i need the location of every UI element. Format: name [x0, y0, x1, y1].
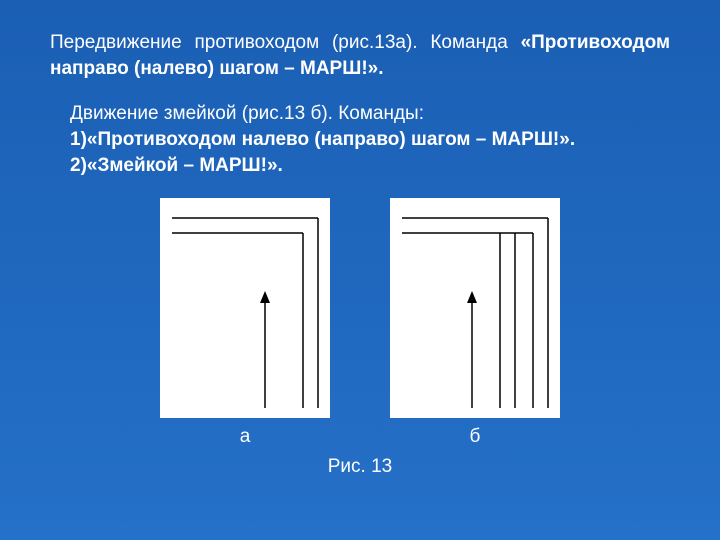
para2-line1: Движение змейкой (рис.13 б). Команды:: [70, 101, 670, 127]
figure-a-box: [160, 198, 330, 418]
figures-row: а б: [50, 198, 670, 448]
figure-b-column: б: [390, 198, 560, 448]
para2-line3: 2)«Змейкой – МАРШ!».: [70, 153, 670, 179]
figure-a-column: а: [160, 198, 330, 448]
figure-b-svg: [390, 198, 560, 418]
figure-a-label: а: [240, 426, 251, 448]
figure-b-box: [390, 198, 560, 418]
paragraph-2: Движение змейкой (рис.13 б). Команды: 1)…: [50, 101, 670, 178]
figure-b-label: б: [470, 426, 481, 448]
para2-line2: 1)«Противоходом налево (направо) шагом –…: [70, 127, 670, 153]
para1-text: Передвижение противоходом (рис.13а). Ком…: [50, 32, 521, 53]
figure-caption: Рис. 13: [50, 456, 670, 478]
paragraph-1: Передвижение противоходом (рис.13а). Ком…: [50, 30, 670, 81]
figure-a-svg: [160, 198, 330, 418]
